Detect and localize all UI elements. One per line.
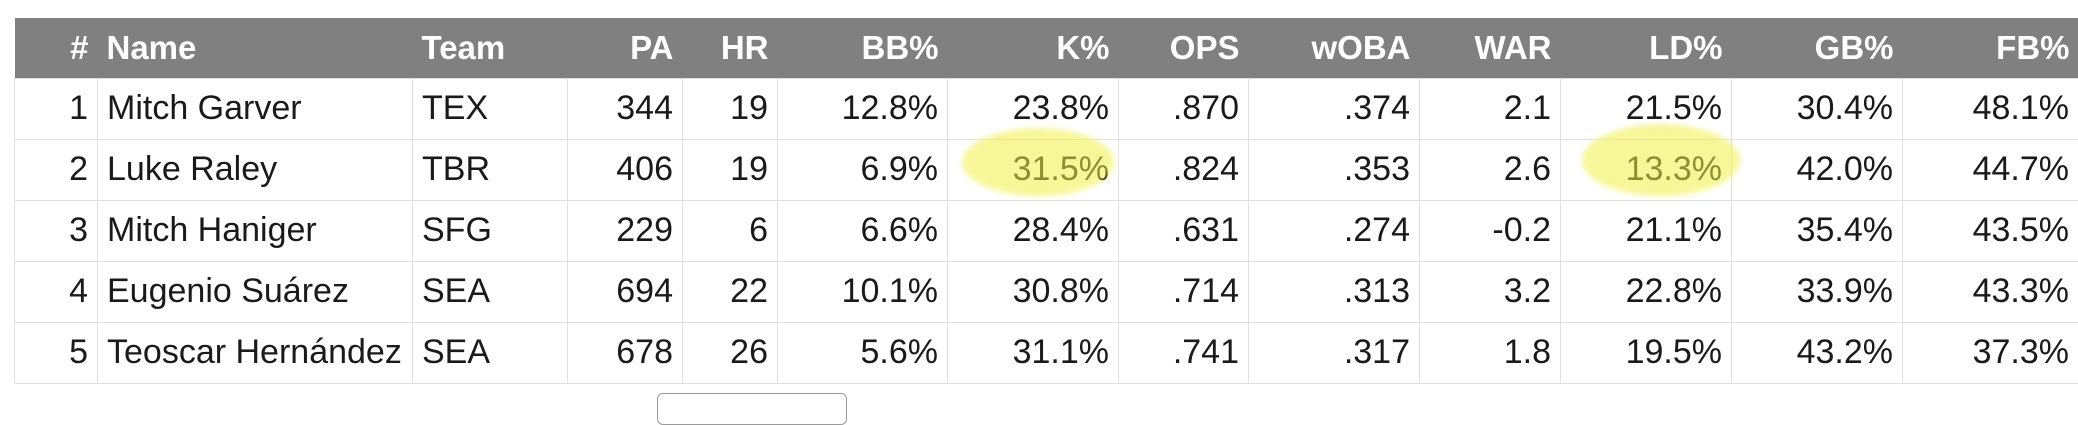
column-header-war[interactable]: WAR: [1420, 18, 1561, 78]
ops-cell: .870: [1119, 78, 1249, 139]
ld-pct-cell: 22.8%: [1561, 261, 1732, 322]
pa-cell: 229: [568, 200, 683, 261]
war-cell: -0.2: [1420, 200, 1561, 261]
pa-cell: 694: [568, 261, 683, 322]
ld-pct-cell: 19.5%: [1561, 322, 1732, 383]
fb-pct-cell: 48.1%: [1903, 78, 2078, 139]
ld-pct-cell: 21.5%: [1561, 78, 1732, 139]
column-header-bb-pct[interactable]: BB%: [778, 18, 948, 78]
column-header-k-pct[interactable]: K%: [948, 18, 1119, 78]
partial-button[interactable]: [657, 393, 847, 425]
table-row: 3 Mitch Haniger SFG 229 6 6.6% 28.4% .63…: [15, 200, 2078, 261]
column-header-gb-pct[interactable]: GB%: [1732, 18, 1903, 78]
column-header-fb-pct[interactable]: FB%: [1903, 18, 2078, 78]
stats-table-container: # Name Team PA HR BB% K% OPS wOBA WAR LD…: [14, 18, 2078, 384]
column-header-ops[interactable]: OPS: [1119, 18, 1249, 78]
player-name-cell: Eugenio Suárez: [98, 261, 413, 322]
table-row: 4 Eugenio Suárez SEA 694 22 10.1% 30.8% …: [15, 261, 2078, 322]
team-cell: TBR: [413, 139, 568, 200]
gb-pct-cell: 43.2%: [1732, 322, 1903, 383]
fb-pct-cell: 43.3%: [1903, 261, 2078, 322]
team-cell: SEA: [413, 261, 568, 322]
rank-cell: 3: [15, 200, 98, 261]
bb-pct-cell: 12.8%: [778, 78, 948, 139]
k-pct-cell: 23.8%: [948, 78, 1119, 139]
player-name-cell: Mitch Haniger: [98, 200, 413, 261]
ld-pct-cell: 13.3%: [1561, 139, 1732, 200]
gb-pct-cell: 42.0%: [1732, 139, 1903, 200]
player-name-cell: Mitch Garver: [98, 78, 413, 139]
pa-cell: 406: [568, 139, 683, 200]
woba-cell: .317: [1249, 322, 1420, 383]
team-cell: TEX: [413, 78, 568, 139]
fb-pct-cell: 37.3%: [1903, 322, 2078, 383]
gb-pct-cell: 33.9%: [1732, 261, 1903, 322]
table-row: 1 Mitch Garver TEX 344 19 12.8% 23.8% .8…: [15, 78, 2078, 139]
team-cell: SFG: [413, 200, 568, 261]
column-header-ld-pct[interactable]: LD%: [1561, 18, 1732, 78]
ops-cell: .824: [1119, 139, 1249, 200]
column-header-hr[interactable]: HR: [683, 18, 778, 78]
pa-cell: 678: [568, 322, 683, 383]
woba-cell: .374: [1249, 78, 1420, 139]
k-pct-cell: 28.4%: [948, 200, 1119, 261]
woba-cell: .353: [1249, 139, 1420, 200]
stats-table: # Name Team PA HR BB% K% OPS wOBA WAR LD…: [14, 18, 2078, 384]
woba-cell: .313: [1249, 261, 1420, 322]
gb-pct-cell: 30.4%: [1732, 78, 1903, 139]
ld-pct-cell: 21.1%: [1561, 200, 1732, 261]
team-cell: SEA: [413, 322, 568, 383]
hr-cell: 26: [683, 322, 778, 383]
ops-cell: .714: [1119, 261, 1249, 322]
rank-cell: 1: [15, 78, 98, 139]
column-header-rank[interactable]: #: [15, 18, 98, 78]
bb-pct-cell: 6.6%: [778, 200, 948, 261]
k-pct-cell: 31.1%: [948, 322, 1119, 383]
column-header-team[interactable]: Team: [413, 18, 568, 78]
bb-pct-cell: 10.1%: [778, 261, 948, 322]
column-header-pa[interactable]: PA: [568, 18, 683, 78]
fb-pct-cell: 44.7%: [1903, 139, 2078, 200]
fb-pct-cell: 43.5%: [1903, 200, 2078, 261]
rank-cell: 2: [15, 139, 98, 200]
table-row: 2 Luke Raley TBR 406 19 6.9% 31.5% .824 …: [15, 139, 2078, 200]
gb-pct-cell: 35.4%: [1732, 200, 1903, 261]
hr-cell: 22: [683, 261, 778, 322]
table-header-row: # Name Team PA HR BB% K% OPS wOBA WAR LD…: [15, 18, 2078, 78]
war-cell: 1.8: [1420, 322, 1561, 383]
column-header-name[interactable]: Name: [98, 18, 413, 78]
war-cell: 3.2: [1420, 261, 1561, 322]
player-name-cell: Teoscar Hernández: [98, 322, 413, 383]
bb-pct-cell: 6.9%: [778, 139, 948, 200]
rank-cell: 5: [15, 322, 98, 383]
war-cell: 2.1: [1420, 78, 1561, 139]
hr-cell: 19: [683, 139, 778, 200]
k-pct-cell: 30.8%: [948, 261, 1119, 322]
war-cell: 2.6: [1420, 139, 1561, 200]
woba-cell: .274: [1249, 200, 1420, 261]
k-pct-cell: 31.5%: [948, 139, 1119, 200]
rank-cell: 4: [15, 261, 98, 322]
pa-cell: 344: [568, 78, 683, 139]
hr-cell: 19: [683, 78, 778, 139]
player-name-cell: Luke Raley: [98, 139, 413, 200]
column-header-woba[interactable]: wOBA: [1249, 18, 1420, 78]
hr-cell: 6: [683, 200, 778, 261]
bb-pct-cell: 5.6%: [778, 322, 948, 383]
table-row: 5 Teoscar Hernández SEA 678 26 5.6% 31.1…: [15, 322, 2078, 383]
ops-cell: .631: [1119, 200, 1249, 261]
ops-cell: .741: [1119, 322, 1249, 383]
